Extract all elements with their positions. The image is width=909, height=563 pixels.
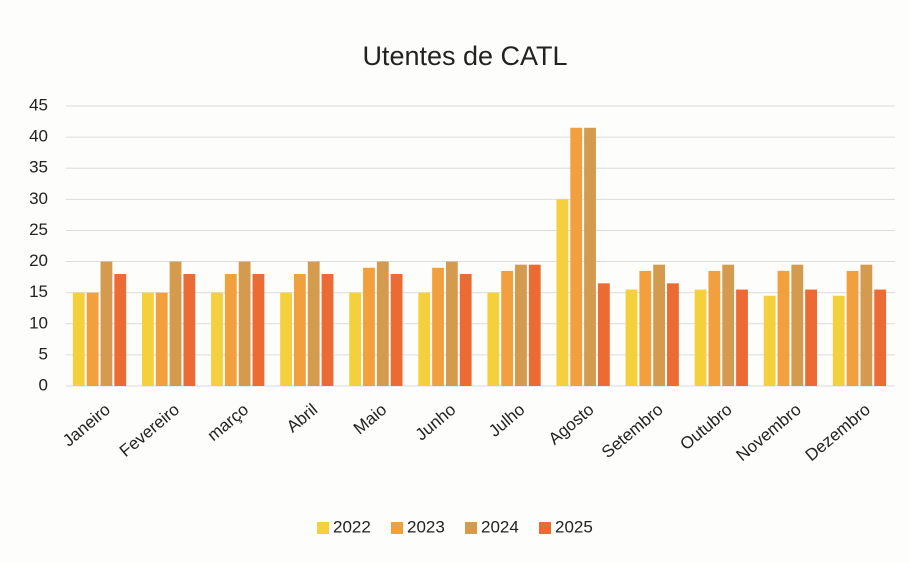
- y-tick-label: 45: [29, 95, 48, 114]
- bar: [72, 292, 85, 386]
- bar: [445, 261, 458, 386]
- bar: [155, 292, 168, 386]
- bar: [280, 292, 292, 386]
- legend-label: 2023: [407, 517, 445, 536]
- bar: [307, 261, 320, 386]
- bar: [487, 292, 500, 386]
- chart-title: Utentes de CATL: [362, 41, 567, 71]
- bar: [570, 127, 583, 387]
- bar: [597, 283, 610, 386]
- x-tick-label: Fevereiro: [116, 400, 183, 461]
- x-tick-label: Junho: [412, 400, 460, 444]
- bar: [349, 292, 362, 386]
- x-tick-label: Dezembro: [802, 400, 874, 465]
- y-tick-label: 35: [29, 158, 48, 177]
- x-tick-label: Janeiro: [59, 400, 114, 450]
- x-tick-label: Outubro: [676, 400, 735, 454]
- bar: [211, 292, 223, 386]
- bar: [252, 274, 265, 386]
- bar: [556, 199, 569, 386]
- bar: [805, 289, 818, 386]
- bar: [114, 274, 127, 386]
- bar: [777, 270, 790, 386]
- bar: [141, 292, 154, 386]
- bar: [708, 270, 721, 386]
- y-tick-label: 15: [29, 282, 48, 301]
- bar: [694, 289, 707, 386]
- bar: [183, 274, 196, 386]
- bar: [874, 289, 887, 386]
- legend-label: 2022: [333, 517, 371, 536]
- legend-swatch: [539, 522, 551, 534]
- legend-swatch: [391, 522, 403, 534]
- bar: [376, 261, 389, 386]
- y-tick-label: 0: [39, 375, 48, 394]
- bar: [418, 292, 431, 386]
- y-tick-label: 30: [29, 189, 48, 208]
- bar: [639, 270, 652, 386]
- bar: [100, 261, 113, 386]
- x-tick-label: Setembro: [598, 400, 667, 462]
- bar: [763, 295, 776, 386]
- y-tick-label: 25: [29, 220, 48, 239]
- y-tick-label: 20: [29, 251, 48, 270]
- x-tick-label: Agosto: [545, 400, 598, 449]
- bar: [363, 267, 375, 386]
- x-tick-label: março: [204, 400, 252, 445]
- bar: [169, 261, 182, 386]
- y-tick-label: 40: [29, 127, 48, 146]
- bar: [667, 283, 679, 386]
- bar: [224, 274, 237, 386]
- bar: [832, 295, 845, 386]
- legend-swatch: [317, 522, 329, 534]
- bar: [736, 289, 748, 386]
- bar: [321, 274, 334, 386]
- bar: [501, 270, 514, 386]
- bar: [238, 261, 251, 386]
- y-tick-label: 5: [39, 344, 48, 363]
- bar: [432, 267, 444, 386]
- y-tick-label: 10: [29, 313, 48, 332]
- bar: [584, 127, 596, 387]
- bar: [722, 264, 735, 386]
- bar: [860, 264, 873, 386]
- bar: [653, 264, 666, 386]
- bar: [846, 270, 859, 386]
- bar: [791, 264, 804, 386]
- bar: [625, 289, 638, 386]
- bar: [390, 274, 403, 386]
- bar: [459, 274, 472, 386]
- x-tick-label: Novembro: [733, 400, 805, 465]
- x-tick-label: Maio: [350, 400, 390, 438]
- bar: [515, 264, 527, 386]
- x-tick-label: Abril: [283, 400, 321, 436]
- bar: [293, 274, 306, 386]
- x-tick-label: Julho: [485, 400, 528, 441]
- legend-swatch: [465, 522, 477, 534]
- bar: [86, 292, 99, 386]
- legend-label: 2025: [555, 517, 593, 536]
- bar: [528, 264, 541, 386]
- legend-label: 2024: [481, 517, 519, 536]
